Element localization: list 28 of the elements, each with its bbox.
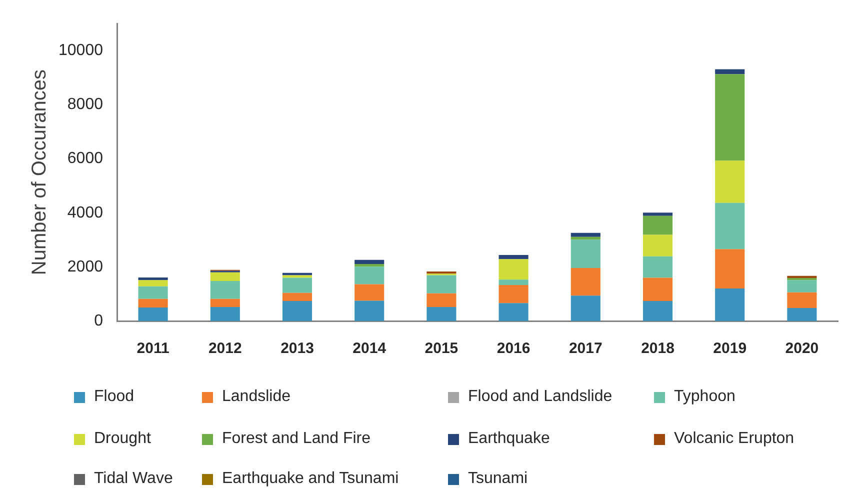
legend-label: Landslide bbox=[222, 387, 290, 407]
x-tick-label: 2013 bbox=[280, 340, 314, 358]
y-tick-label: 10000 bbox=[58, 42, 104, 60]
legend-label: Volcanic Erupton bbox=[674, 429, 794, 449]
y-tick-label: 8000 bbox=[67, 96, 104, 114]
x-tick-label: 2020 bbox=[785, 340, 819, 358]
legend-label: Drought bbox=[94, 429, 151, 449]
y-tick-label: 4000 bbox=[67, 204, 104, 222]
x-tick-label: 2017 bbox=[568, 340, 602, 358]
x-tick-label: 2018 bbox=[641, 340, 674, 358]
legend-label: Earthquake bbox=[468, 429, 550, 449]
x-tick-label: 2014 bbox=[352, 340, 387, 358]
legend-label: Tidal Wave bbox=[94, 469, 173, 489]
y-tick-label: 0 bbox=[94, 312, 104, 330]
x-tick-label: 2016 bbox=[496, 340, 530, 358]
legend-label: Earthquake and Tsunami bbox=[222, 469, 399, 489]
legend-label: Flood and Landslide bbox=[468, 387, 612, 407]
x-tick-label: 2015 bbox=[424, 340, 458, 358]
y-tick-label: 6000 bbox=[67, 150, 104, 168]
x-tick-label: 2011 bbox=[136, 340, 170, 358]
legend-label: Typhoon bbox=[674, 387, 736, 407]
legend-label: Tsunami bbox=[468, 469, 528, 489]
x-tick-label: 2012 bbox=[208, 340, 242, 358]
y-axis-title: Number of Occurances bbox=[28, 69, 51, 276]
legend-label: Forest and Land Fire bbox=[222, 429, 371, 449]
y-tick-label: 2000 bbox=[67, 258, 104, 276]
x-tick-label: 2019 bbox=[713, 340, 747, 358]
legend-label: Flood bbox=[94, 387, 134, 407]
